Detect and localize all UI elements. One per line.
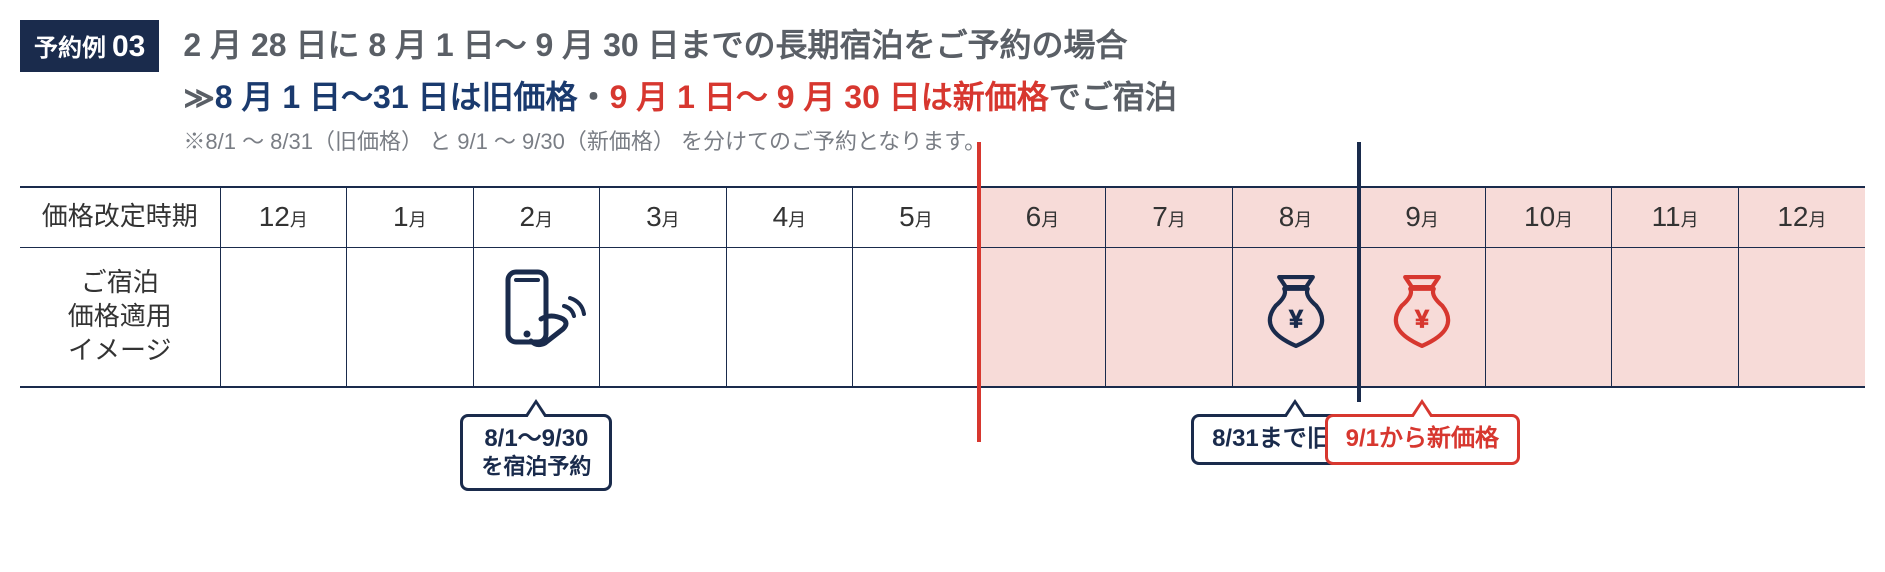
month-head: 9月 bbox=[1359, 187, 1486, 247]
example-badge: 予約例 03 bbox=[20, 20, 159, 72]
month-head: 2月 bbox=[473, 187, 600, 247]
month-body-cell bbox=[1232, 247, 1359, 387]
month-body-cell bbox=[1106, 247, 1233, 387]
money-bag-navy-icon bbox=[1254, 272, 1338, 356]
month-body-cell bbox=[1612, 247, 1739, 387]
month-body-cell bbox=[853, 247, 980, 387]
month-head: 3月 bbox=[600, 187, 727, 247]
heading-sub: ≫8 月 1 日～31 日は旧価格・9 月 1 日～ 9 月 30 日は新価格で… bbox=[183, 72, 1865, 118]
month-body-cell bbox=[726, 247, 853, 387]
month-body-cell bbox=[600, 247, 727, 387]
month-head: 4月 bbox=[726, 187, 853, 247]
chevron-icon: ≫ bbox=[183, 82, 208, 115]
month-head: 12月 bbox=[220, 187, 347, 247]
money-bag-red-icon bbox=[1380, 272, 1464, 356]
timeline-header-row: 価格改定時期 12月1月2月3月4月5月6月7月8月9月10月11月12月 bbox=[20, 187, 1865, 247]
month-head: 12月 bbox=[1738, 187, 1865, 247]
month-head: 5月 bbox=[853, 187, 980, 247]
month-body-cell bbox=[1738, 247, 1865, 387]
heading-block: 2 月 28 日に 8 月 1 日～ 9 月 30 日までの長期宿泊をご予約の場… bbox=[183, 20, 1865, 156]
badge-number: 03 bbox=[112, 30, 145, 64]
month-body-cell bbox=[1359, 247, 1486, 387]
price-change-line-red bbox=[977, 142, 981, 442]
timeline: 価格改定時期 12月1月2月3月4月5月6月7月8月9月10月11月12月 ご宿… bbox=[20, 186, 1865, 508]
callout-red: 9/1から新価格 bbox=[1325, 414, 1520, 465]
row2-label: ご宿泊価格適用イメージ bbox=[20, 247, 220, 387]
header: 予約例 03 2 月 28 日に 8 月 1 日～ 9 月 30 日までの長期宿… bbox=[20, 20, 1865, 156]
month-head: 1月 bbox=[347, 187, 474, 247]
callout-navy: 8/1～9/30を宿泊予約 bbox=[460, 414, 612, 491]
month-body-cell bbox=[979, 247, 1106, 387]
month-head: 11月 bbox=[1612, 187, 1739, 247]
month-body-cell bbox=[1485, 247, 1612, 387]
heading-sub-red: 9 月 1 日～ 9 月 30 日は新価格 bbox=[610, 79, 1049, 115]
month-head: 7月 bbox=[1106, 187, 1233, 247]
row1-label: 価格改定時期 bbox=[20, 187, 220, 247]
callout-row: 8/1～9/30を宿泊予約8/31まで旧価格9/1から新価格 bbox=[20, 388, 1865, 508]
heading-sub-mid: ・ bbox=[578, 79, 610, 115]
heading-sub-tail: でご宿泊 bbox=[1049, 79, 1177, 115]
phone-tap-icon bbox=[486, 264, 586, 364]
heading-note: ※8/1 ～ 8/31（旧価格） と 9/1 ～ 9/30（新価格） を分けての… bbox=[183, 124, 1865, 156]
month-body-cell bbox=[473, 247, 600, 387]
month-body-cell bbox=[347, 247, 474, 387]
month-head: 6月 bbox=[979, 187, 1106, 247]
timeline-body-row: ご宿泊価格適用イメージ bbox=[20, 247, 1865, 387]
month-body-cell bbox=[220, 247, 347, 387]
heading-sub-blue: 8 月 1 日～31 日は旧価格 bbox=[215, 79, 578, 115]
price-change-line-navy bbox=[1357, 142, 1361, 402]
month-head: 8月 bbox=[1232, 187, 1359, 247]
month-head: 10月 bbox=[1485, 187, 1612, 247]
heading-main: 2 月 28 日に 8 月 1 日～ 9 月 30 日までの長期宿泊をご予約の場… bbox=[183, 20, 1865, 66]
badge-label: 予約例 bbox=[34, 28, 106, 63]
timeline-table: 価格改定時期 12月1月2月3月4月5月6月7月8月9月10月11月12月 ご宿… bbox=[20, 186, 1865, 388]
